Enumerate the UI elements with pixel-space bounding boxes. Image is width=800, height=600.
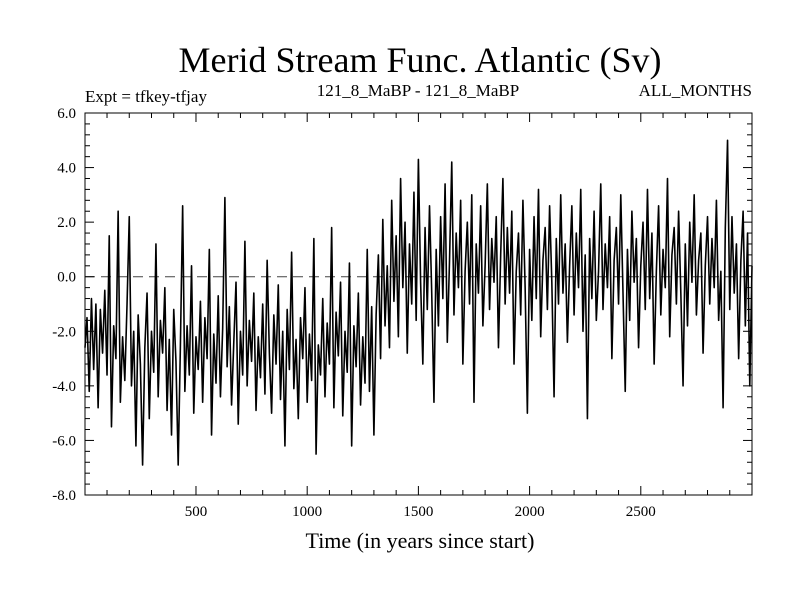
y-tick-label: -4.0	[52, 379, 76, 395]
experiment-label: Expt = tfkey-tfjay	[85, 87, 207, 106]
y-tick-label: -8.0	[52, 488, 76, 504]
period-label: 121_8_MaBP - 121_8_MaBP	[317, 81, 519, 100]
series-line-1	[84, 139, 753, 466]
x-axis-label: Time (in years since start)	[306, 528, 535, 553]
x-tick-label: 2500	[626, 504, 656, 520]
y-tick-label: 0.0	[57, 270, 76, 286]
x-tick-label: 1000	[292, 504, 322, 520]
x-tick-label: 2000	[515, 504, 545, 520]
plot-area: 500 1000 1500 2000 2500 -8.0 -6.0 -4.0 -2.0 0.0 2.…	[52, 106, 753, 520]
x-tick-label: 1500	[403, 504, 433, 520]
x-tick-label: 500	[185, 504, 208, 520]
chart-title: Merid Stream Func. Atlantic (Sv)	[179, 40, 662, 80]
y-tick-label: 4.0	[57, 161, 76, 177]
y-tick-label: 2.0	[57, 215, 76, 231]
y-tick-label: 6.0	[57, 106, 76, 122]
y-tick-label: -6.0	[52, 433, 76, 449]
y-tick-label: -2.0	[52, 324, 76, 340]
months-label: ALL_MONTHS	[639, 81, 752, 100]
